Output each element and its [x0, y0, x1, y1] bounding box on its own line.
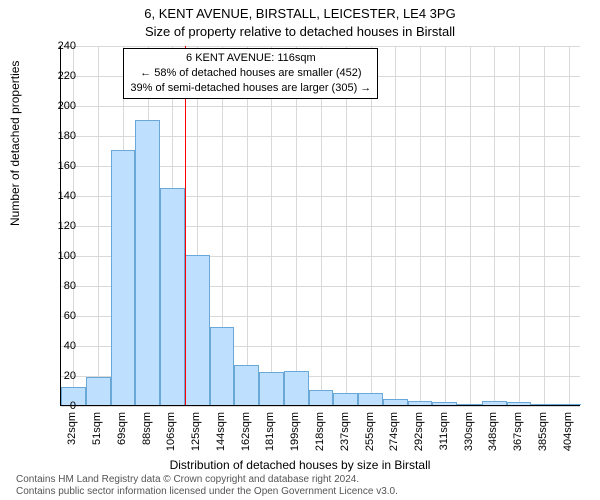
histogram-bar [284, 371, 309, 406]
x-tick-label: 237sqm [339, 412, 351, 451]
y-tick-label: 100 [46, 250, 76, 262]
histogram-bar [482, 401, 507, 406]
y-tick-label: 60 [46, 310, 76, 322]
x-tick-label: 274sqm [388, 412, 400, 451]
gridline-vertical [271, 46, 272, 405]
histogram-bar [210, 327, 235, 405]
x-tick-label: 181sqm [264, 412, 276, 451]
gridline-vertical [346, 46, 347, 405]
gridline-vertical [296, 46, 297, 405]
x-tick-label: 348sqm [487, 412, 499, 451]
y-tick-label: 160 [46, 160, 76, 172]
x-tick-label: 199sqm [289, 412, 301, 451]
plot-area: 6 KENT AVENUE: 116sqm← 58% of detached h… [60, 46, 580, 406]
gridline-vertical [544, 46, 545, 405]
x-tick-label: 292sqm [413, 412, 425, 451]
y-tick-label: 240 [46, 40, 76, 52]
histogram-bar [358, 393, 383, 405]
footer-line1: Contains HM Land Registry data © Crown c… [16, 474, 584, 486]
histogram-bar [160, 188, 185, 406]
x-tick-label: 385sqm [537, 412, 549, 451]
histogram-bar [556, 404, 581, 406]
gridline-vertical [470, 46, 471, 405]
y-axis-label: Number of detached properties [8, 61, 22, 226]
x-tick-label: 69sqm [116, 412, 128, 445]
footer-line2: Contains public sector information licen… [16, 486, 584, 498]
footer-attribution: Contains HM Land Registry data © Crown c… [16, 474, 584, 498]
y-tick-label: 0 [46, 400, 76, 412]
histogram-bar [507, 402, 532, 405]
histogram-bar [383, 399, 408, 405]
x-tick-label: 255sqm [364, 412, 376, 451]
gridline-vertical [519, 46, 520, 405]
chart-title-line2: Size of property relative to detached ho… [0, 24, 600, 39]
gridline-vertical [98, 46, 99, 405]
y-tick-label: 200 [46, 100, 76, 112]
y-tick-label: 40 [46, 340, 76, 352]
x-tick-label: 404sqm [562, 412, 574, 451]
histogram-bar [531, 404, 556, 406]
x-tick-label: 32sqm [66, 412, 78, 445]
annotation-line: 39% of semi-detached houses are larger (… [130, 81, 371, 96]
y-tick-label: 140 [46, 190, 76, 202]
gridline-horizontal [61, 406, 580, 407]
y-tick-label: 120 [46, 220, 76, 232]
gridline-vertical [321, 46, 322, 405]
histogram-bar [333, 393, 358, 405]
y-tick-label: 180 [46, 130, 76, 142]
gridline-vertical [395, 46, 396, 405]
histogram-bar [432, 402, 457, 405]
histogram-bar [259, 372, 284, 405]
y-tick-label: 80 [46, 280, 76, 292]
marker-line [185, 46, 187, 405]
y-tick-label: 20 [46, 370, 76, 382]
histogram-bar [185, 255, 210, 405]
annotation-line: ← 58% of detached houses are smaller (45… [130, 66, 371, 81]
histogram-bar [135, 120, 160, 405]
histogram-bar [408, 401, 433, 406]
histogram-bar [457, 404, 482, 406]
gridline-vertical [569, 46, 570, 405]
x-tick-label: 144sqm [215, 412, 227, 451]
gridline-vertical [494, 46, 495, 405]
gridline-vertical [371, 46, 372, 405]
histogram-bar [111, 150, 136, 405]
x-tick-label: 51sqm [91, 412, 103, 445]
gridline-vertical [247, 46, 248, 405]
annotation-box: 6 KENT AVENUE: 116sqm← 58% of detached h… [123, 48, 378, 99]
histogram-bar [234, 365, 259, 406]
gridline-vertical [420, 46, 421, 405]
gridline-vertical [445, 46, 446, 405]
x-tick-label: 106sqm [165, 412, 177, 451]
x-tick-label: 311sqm [438, 412, 450, 450]
histogram-bar [86, 377, 111, 406]
x-tick-label: 162sqm [240, 412, 252, 451]
x-tick-label: 367sqm [512, 412, 524, 451]
chart-container: 6, KENT AVENUE, BIRSTALL, LEICESTER, LE4… [0, 0, 600, 500]
histogram-bar [309, 390, 334, 405]
annotation-line: 6 KENT AVENUE: 116sqm [130, 51, 371, 66]
x-tick-label: 330sqm [463, 412, 475, 451]
x-axis-label: Distribution of detached houses by size … [0, 458, 600, 472]
y-tick-label: 220 [46, 70, 76, 82]
chart-title-line1: 6, KENT AVENUE, BIRSTALL, LEICESTER, LE4… [0, 6, 600, 21]
x-tick-label: 88sqm [141, 412, 153, 445]
x-tick-label: 218sqm [314, 412, 326, 451]
x-tick-label: 125sqm [190, 412, 202, 451]
